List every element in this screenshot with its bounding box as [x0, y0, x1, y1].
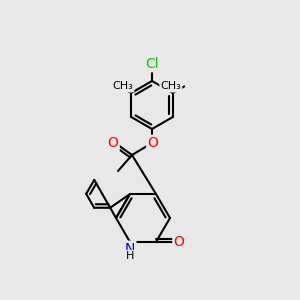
Text: CH₃: CH₃ [160, 81, 181, 92]
Text: O: O [148, 138, 158, 152]
Text: N: N [125, 242, 135, 256]
Text: CH₃: CH₃ [112, 81, 133, 92]
Text: O: O [148, 136, 158, 150]
Text: O: O [174, 235, 184, 249]
Text: H: H [126, 251, 134, 261]
Text: Cl: Cl [145, 57, 159, 71]
Text: O: O [108, 136, 118, 150]
